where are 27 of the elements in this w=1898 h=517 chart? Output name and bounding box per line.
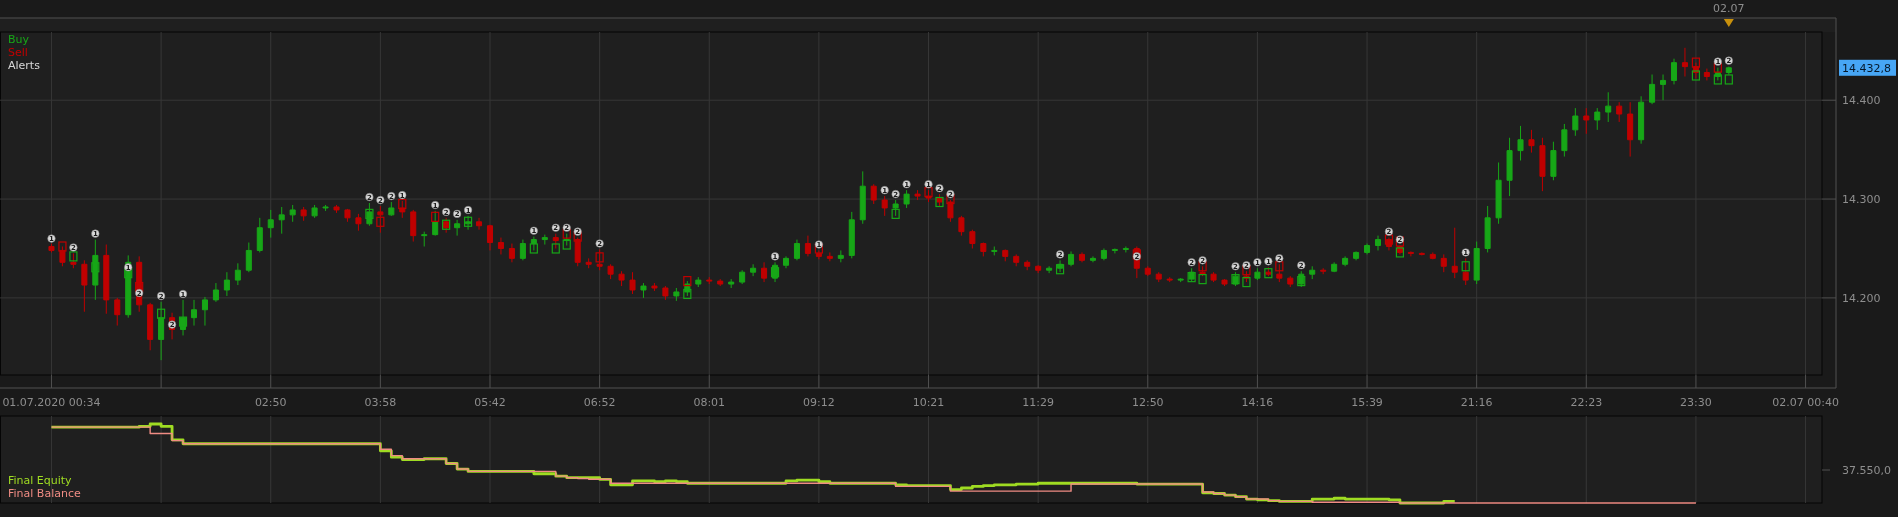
- x-tick-label: 02.07 00:40: [1772, 396, 1839, 409]
- text: Final Balance: [8, 487, 81, 500]
- text: Sell: [8, 46, 28, 59]
- x-tick-label: 03:58: [364, 396, 397, 409]
- x-tick-label: 15:39: [1351, 396, 1383, 409]
- text: Buy: [8, 33, 30, 46]
- x-tick-label: 11:29: [1022, 396, 1054, 409]
- text: Final Equity: [8, 474, 73, 487]
- x-tick-label: 14:16: [1241, 396, 1274, 409]
- x-tick-label: 09:12: [803, 396, 835, 409]
- text: 14.432,8: [1842, 61, 1891, 75]
- x-tick-label: 01.07.2020 00:34: [2, 396, 101, 409]
- x-tick-label: 22:23: [1570, 396, 1603, 409]
- x-tick-label: 12:50: [1131, 396, 1164, 409]
- x-tick-label: 05:42: [474, 396, 506, 409]
- x-tick-label: 02:50: [254, 396, 287, 409]
- text: Alerts: [8, 59, 41, 72]
- text: 02.07: [1713, 2, 1745, 15]
- x-tick-label: 10:21: [912, 396, 945, 409]
- x-tick-label: 23:30: [1680, 396, 1712, 409]
- x-tick-label: 06:52: [583, 396, 616, 409]
- y-tick-label: 14.200: [1842, 291, 1881, 305]
- y-tick-label: 14.300: [1842, 193, 1881, 207]
- text: 37.550,0: [1842, 464, 1891, 477]
- x-tick-label: 21:16: [1460, 396, 1493, 409]
- y-tick-label: 14.400: [1842, 94, 1881, 108]
- x-tick-label: 08:01: [693, 396, 726, 409]
